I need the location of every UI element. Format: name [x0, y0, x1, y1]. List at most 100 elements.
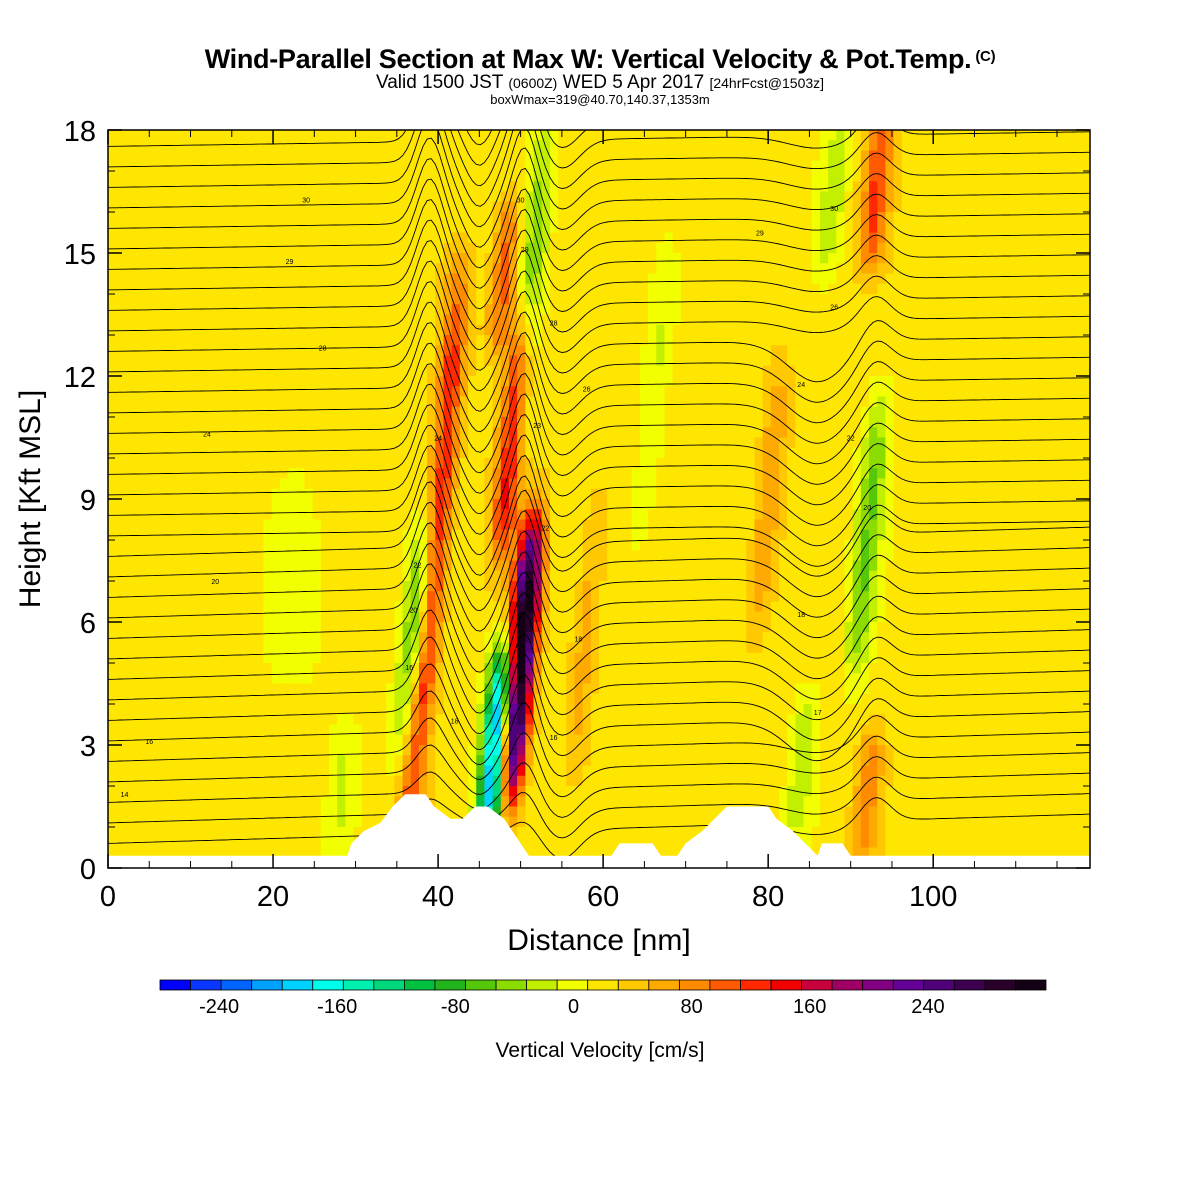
velocity-cell	[190, 725, 199, 736]
velocity-cell	[664, 735, 673, 746]
velocity-cell	[165, 735, 174, 746]
velocity-cell	[288, 386, 297, 397]
velocity-cell	[362, 550, 371, 561]
velocity-cell	[452, 520, 461, 531]
velocity-cell	[124, 438, 133, 449]
velocity-cell	[198, 345, 207, 356]
velocity-cell	[386, 315, 395, 326]
velocity-cell	[263, 171, 272, 182]
velocity-cell	[280, 192, 289, 203]
velocity-cell	[108, 171, 117, 182]
velocity-cell	[214, 673, 223, 684]
velocity-cell	[108, 704, 117, 715]
velocity-cell	[165, 274, 174, 285]
velocity-cell	[517, 684, 526, 695]
velocity-cell	[124, 479, 133, 490]
velocity-cell	[198, 140, 207, 151]
velocity-cell	[214, 643, 223, 654]
velocity-cell	[640, 612, 649, 623]
velocity-cell	[304, 366, 313, 377]
velocity-cell	[615, 243, 624, 254]
velocity-cell	[223, 612, 232, 623]
velocity-cell	[574, 602, 583, 613]
velocity-cell	[394, 673, 403, 684]
velocity-cell	[607, 755, 616, 766]
velocity-cell	[624, 807, 633, 818]
velocity-cell	[624, 181, 633, 192]
velocity-cell	[223, 294, 232, 305]
velocity-cell	[157, 622, 166, 633]
velocity-cell	[484, 725, 493, 736]
velocity-cell	[223, 571, 232, 582]
velocity-cell	[280, 694, 289, 705]
velocity-cell	[263, 407, 272, 418]
velocity-cell	[165, 294, 174, 305]
velocity-cell	[566, 776, 575, 787]
velocity-cell	[337, 509, 346, 520]
velocity-cell	[272, 827, 281, 838]
velocity-cell	[468, 448, 477, 459]
velocity-cell	[304, 130, 313, 141]
velocity-cell	[263, 294, 272, 305]
velocity-cell	[558, 304, 567, 315]
velocity-cell	[656, 140, 665, 151]
velocity-cell	[313, 315, 322, 326]
velocity-cell	[313, 376, 322, 387]
velocity-cell	[165, 622, 174, 633]
velocity-cell	[624, 376, 633, 387]
velocity-cell	[607, 550, 616, 561]
velocity-cell	[615, 386, 624, 397]
velocity-cell	[223, 766, 232, 777]
velocity-cell	[370, 643, 379, 654]
velocity-cell	[329, 499, 338, 510]
velocity-cell	[182, 796, 191, 807]
velocity-cell	[272, 663, 281, 674]
velocity-cell	[116, 448, 125, 459]
velocity-cell	[615, 612, 624, 623]
velocity-cell	[640, 335, 649, 346]
velocity-cell	[206, 284, 215, 295]
velocity-cell	[239, 366, 248, 377]
velocity-cell	[386, 335, 395, 346]
velocity-cell	[280, 643, 289, 654]
velocity-cell	[435, 694, 444, 705]
velocity-cell	[411, 694, 420, 705]
velocity-cell	[255, 438, 264, 449]
velocity-cell	[664, 397, 673, 408]
velocity-cell	[345, 304, 354, 315]
velocity-cell	[583, 786, 592, 797]
velocity-cell	[214, 233, 223, 244]
velocity-cell	[108, 530, 117, 541]
velocity-cell	[263, 376, 272, 387]
velocity-cell	[296, 540, 305, 551]
velocity-cell	[157, 663, 166, 674]
velocity-cell	[272, 725, 281, 736]
velocity-cell	[329, 212, 338, 223]
velocity-cell	[427, 684, 436, 695]
velocity-cell	[656, 171, 665, 182]
velocity-cell	[296, 520, 305, 531]
velocity-cell	[165, 653, 174, 664]
velocity-cell	[141, 786, 150, 797]
velocity-cell	[664, 745, 673, 756]
velocity-cell	[231, 776, 240, 787]
velocity-cell	[337, 335, 346, 346]
velocity-cell	[296, 356, 305, 367]
velocity-cell	[141, 602, 150, 613]
velocity-cell	[632, 827, 641, 838]
velocity-cell	[656, 602, 665, 613]
velocity-cell	[615, 448, 624, 459]
velocity-cell	[632, 468, 641, 479]
velocity-cell	[141, 233, 150, 244]
velocity-cell	[149, 458, 158, 469]
velocity-cell	[231, 704, 240, 715]
velocity-cell	[231, 151, 240, 162]
velocity-cell	[313, 202, 322, 213]
velocity-cell	[427, 766, 436, 777]
velocity-cell	[141, 253, 150, 264]
velocity-cell	[452, 253, 461, 264]
velocity-cell	[394, 222, 403, 233]
velocity-cell	[354, 192, 363, 203]
velocity-cell	[632, 817, 641, 828]
velocity-cell	[378, 581, 387, 592]
